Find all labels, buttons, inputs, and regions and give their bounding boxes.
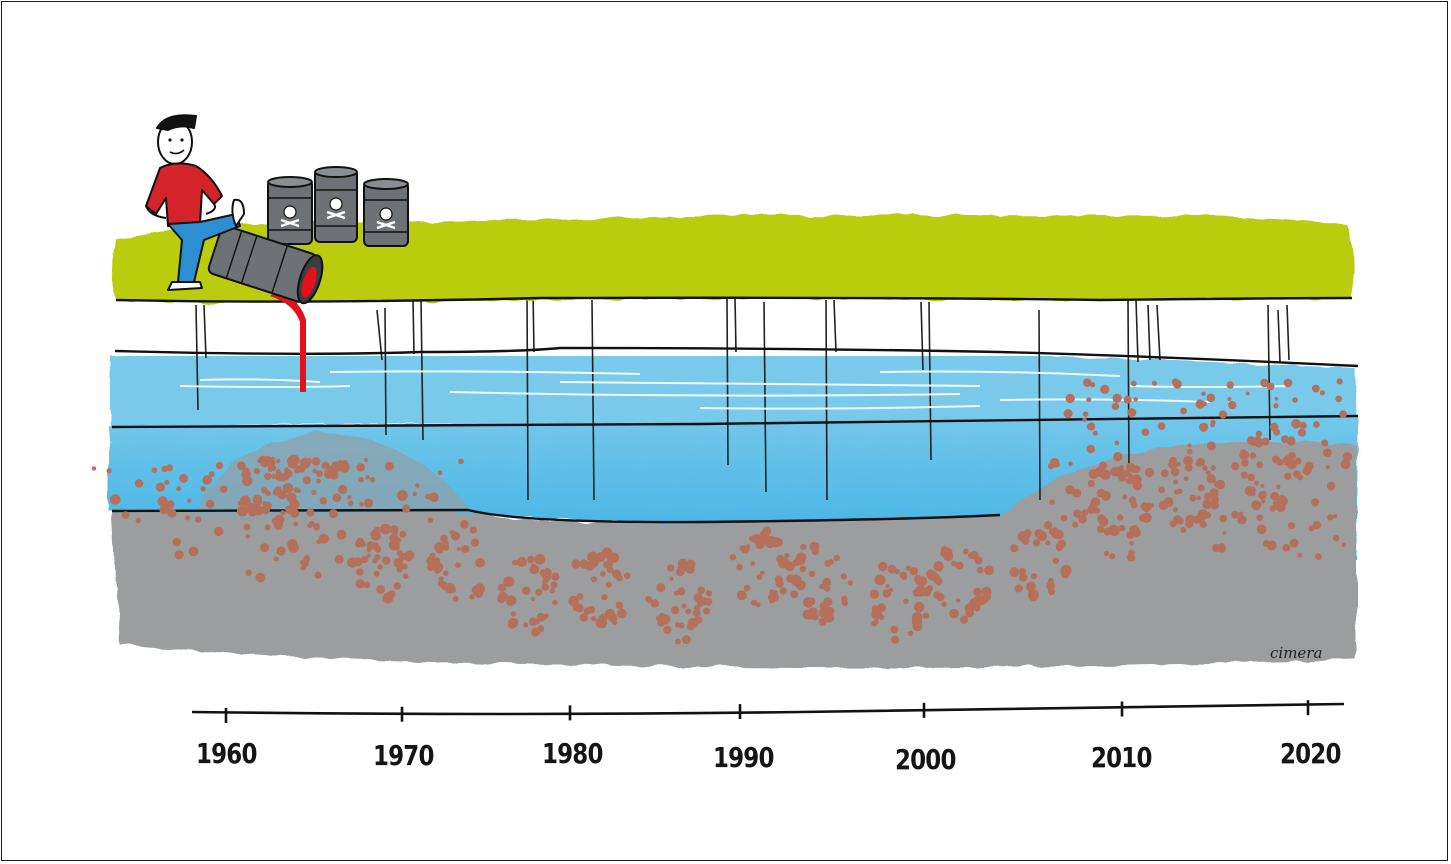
timeline-ticks <box>224 700 1310 723</box>
man-figure <box>145 114 245 291</box>
skull-crossbones-icon <box>280 205 300 228</box>
upper-water-layer <box>110 349 1356 428</box>
roots <box>195 291 1290 501</box>
contamination-particles <box>91 378 1353 645</box>
spill-stream <box>270 290 306 392</box>
toxic-barrel-icon <box>314 166 358 243</box>
year-label-1970: 1970 <box>373 739 434 772</box>
year-label-1990: 1990 <box>713 741 774 774</box>
artist-signature: cimera <box>1270 644 1323 662</box>
skull-crossbones-icon <box>326 197 346 220</box>
year-label-1980: 1980 <box>542 737 603 770</box>
year-label-2010: 2010 <box>1091 741 1152 774</box>
skull-crossbones-icon <box>376 207 396 230</box>
year-label-2000: 2000 <box>895 743 956 776</box>
toxic-barrel-icon <box>363 178 409 247</box>
tipped-barrel-icon <box>207 225 324 305</box>
toxic-barrel-icon <box>267 176 313 245</box>
grass-ground <box>112 214 1354 303</box>
water-ripples <box>179 370 1291 410</box>
timeline-axis <box>191 700 1345 723</box>
year-label-1960: 1960 <box>196 737 257 770</box>
year-label-2020: 2020 <box>1280 737 1341 770</box>
